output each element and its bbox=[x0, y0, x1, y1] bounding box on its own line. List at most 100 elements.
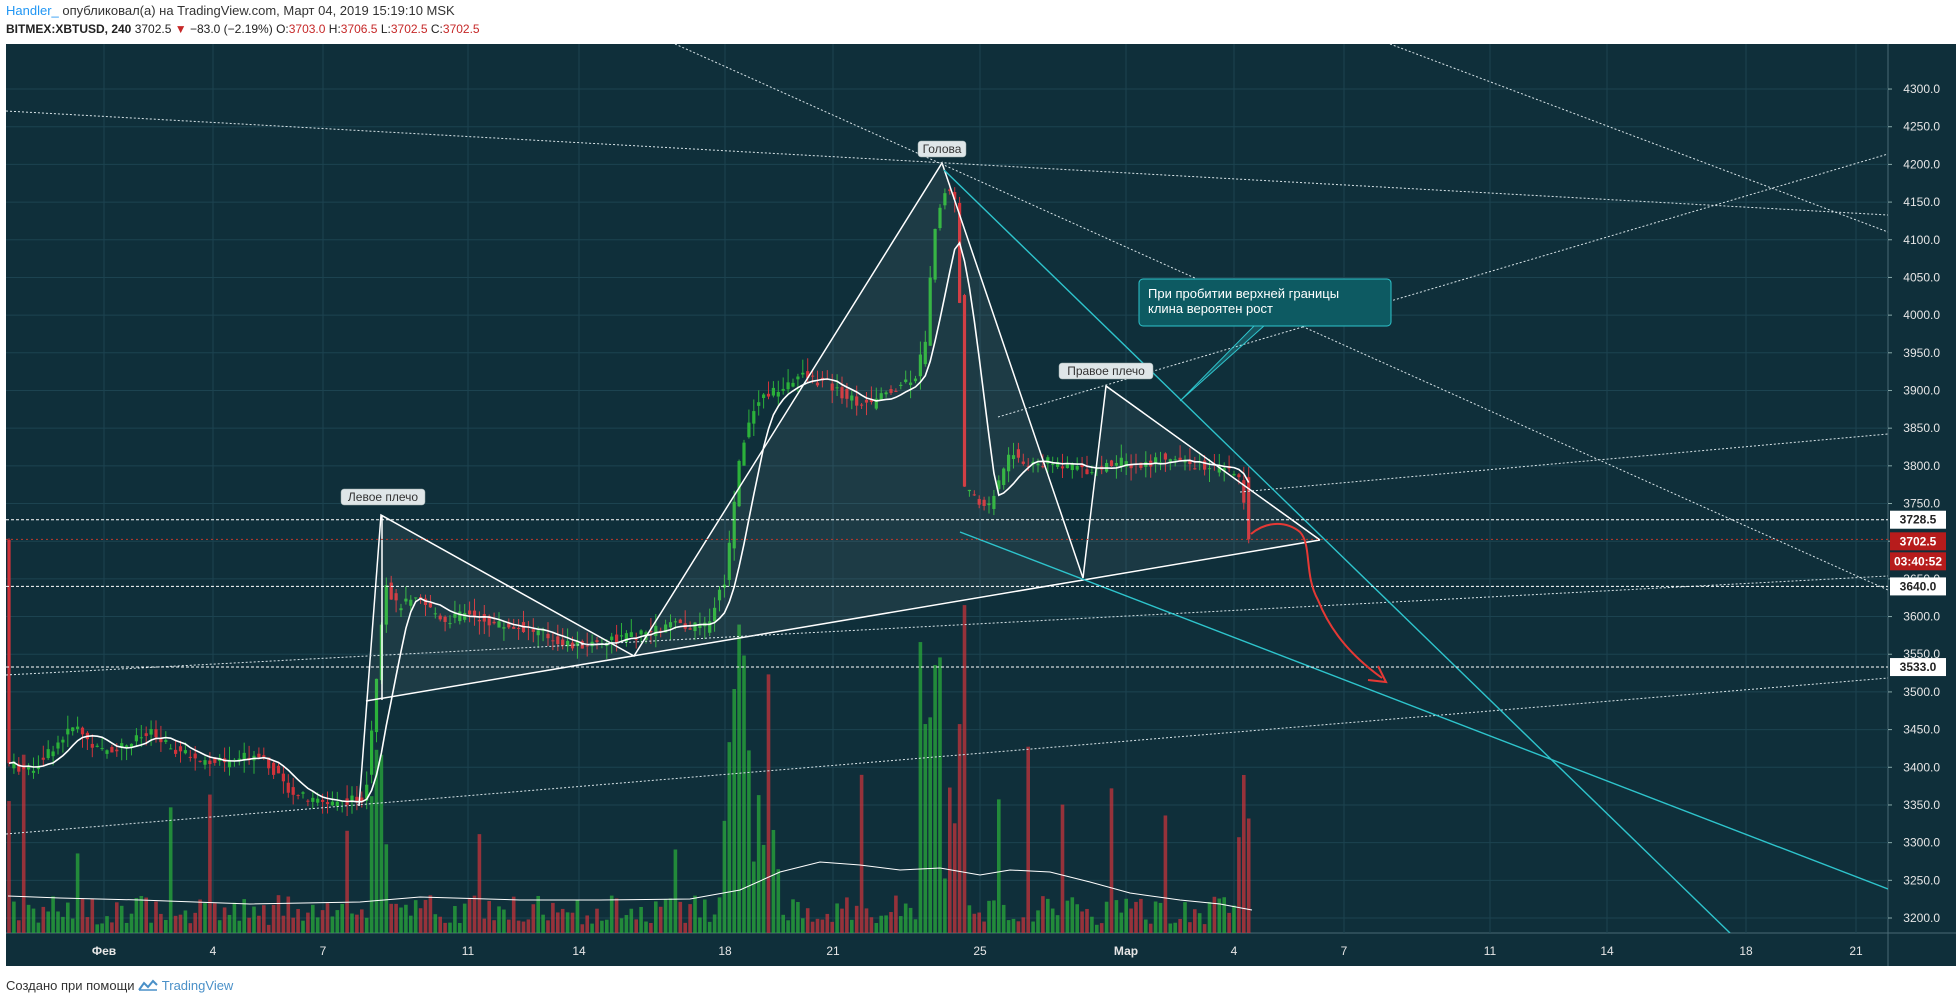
left-shoulder-label: Левое плечо bbox=[340, 488, 426, 506]
volume-bar bbox=[918, 642, 923, 933]
candle-body bbox=[389, 582, 393, 600]
candle-body bbox=[884, 392, 888, 395]
volume-bar bbox=[698, 917, 702, 933]
candle-body bbox=[575, 641, 579, 647]
volume-bar bbox=[1163, 815, 1168, 933]
candle-body bbox=[987, 503, 991, 506]
volume-bar bbox=[791, 899, 795, 933]
candle-body bbox=[1168, 459, 1172, 463]
volume-bar bbox=[1046, 898, 1050, 933]
candle-body bbox=[325, 802, 330, 805]
volume-bar bbox=[1124, 898, 1128, 933]
price-tag-countdown-text: 03:40:52 bbox=[1894, 554, 1942, 568]
candle-body bbox=[943, 193, 947, 206]
volume-bar bbox=[423, 899, 428, 933]
candle-body bbox=[967, 489, 971, 492]
volume-bar bbox=[291, 917, 295, 933]
volume-bar bbox=[56, 911, 60, 933]
head-label-box bbox=[917, 140, 967, 158]
volume-bar bbox=[869, 917, 874, 933]
time-tick-label: 4 bbox=[1231, 944, 1238, 958]
candle-body bbox=[1021, 461, 1025, 464]
close-value: 3702.5 bbox=[442, 22, 480, 36]
candle-body bbox=[566, 640, 570, 647]
volume-bar bbox=[438, 916, 442, 933]
volume-bar bbox=[149, 922, 153, 933]
volume-bar bbox=[462, 903, 467, 933]
tradingview-logo-icon bbox=[138, 979, 158, 991]
price-tag-countdown-bg bbox=[1890, 552, 1946, 571]
volume-bar bbox=[281, 915, 286, 933]
volume-bar bbox=[1227, 912, 1231, 933]
volume-bar bbox=[1168, 923, 1173, 933]
volume-bar bbox=[26, 904, 31, 933]
time-tick-label: 11 bbox=[462, 944, 475, 958]
candle-body bbox=[262, 755, 266, 758]
candle-body bbox=[213, 758, 217, 763]
candle-body bbox=[178, 746, 183, 752]
volume-bar bbox=[458, 923, 462, 933]
candle-body bbox=[1124, 461, 1128, 467]
volume-bar bbox=[394, 903, 398, 933]
volume-bar bbox=[801, 918, 805, 933]
volume-bar bbox=[1006, 920, 1011, 933]
tradingview-link[interactable]: TradingView bbox=[161, 978, 234, 993]
volume-bar bbox=[781, 914, 785, 933]
volume-bar bbox=[756, 795, 761, 933]
candle-body bbox=[61, 739, 65, 743]
candle-body bbox=[791, 382, 795, 387]
candle-body bbox=[889, 389, 893, 393]
volume-bar bbox=[609, 895, 614, 933]
volume-bar bbox=[864, 908, 869, 933]
candle-body bbox=[757, 402, 761, 406]
volume-bar bbox=[634, 919, 638, 933]
candle-body bbox=[1056, 461, 1060, 467]
volume-bar bbox=[673, 849, 678, 933]
candle-body bbox=[350, 795, 354, 802]
candle-body bbox=[472, 610, 477, 616]
candle-body bbox=[41, 757, 45, 760]
candle-body bbox=[188, 756, 192, 758]
volume-bar bbox=[413, 900, 418, 933]
candle-body bbox=[46, 749, 50, 759]
candle-body bbox=[291, 787, 295, 795]
candle-body bbox=[154, 729, 158, 738]
candle-body bbox=[125, 745, 129, 749]
candle-body bbox=[659, 630, 663, 632]
candle-body bbox=[830, 383, 834, 391]
price-tag-level-3: 3533.0 bbox=[1890, 658, 1946, 677]
price-tick-label: 3850.0 bbox=[1903, 421, 1940, 435]
volume-bar bbox=[95, 924, 99, 933]
author-link[interactable]: Handler_ bbox=[6, 3, 59, 18]
publish-info: Handler_ опубликовал(а) на TradingView.c… bbox=[6, 2, 480, 20]
last-price: 3702.5 bbox=[134, 22, 172, 36]
candle-body bbox=[502, 627, 506, 629]
candle-body bbox=[286, 782, 290, 793]
candle-body bbox=[771, 387, 775, 396]
candle-body bbox=[1203, 460, 1207, 470]
symbol-label[interactable]: BITMEX:XBTUSD, 240 bbox=[6, 22, 132, 36]
volume-bar bbox=[825, 913, 830, 933]
price-tick-label: 3500.0 bbox=[1903, 685, 1940, 699]
head-label: Голова bbox=[917, 140, 967, 158]
volume-bar bbox=[247, 917, 251, 933]
candle-body bbox=[713, 607, 717, 622]
callout-text-line2: клина вероятен рост bbox=[1148, 301, 1273, 316]
candle-body bbox=[1011, 455, 1016, 460]
volume-bar bbox=[1212, 896, 1217, 933]
volume-bar bbox=[556, 912, 560, 933]
volume-bar bbox=[7, 801, 11, 933]
volume-bar bbox=[1242, 774, 1246, 933]
candle-body bbox=[272, 762, 276, 775]
volume-bar bbox=[1193, 909, 1197, 933]
created-with-text: Создано при помощи bbox=[6, 978, 135, 993]
volume-bar bbox=[482, 918, 487, 933]
volume-bar bbox=[364, 917, 369, 933]
price-tick-label: 4250.0 bbox=[1903, 120, 1940, 134]
volume-bar bbox=[884, 915, 888, 933]
volume-bar bbox=[301, 920, 305, 933]
candle-body bbox=[894, 390, 898, 392]
candle-body bbox=[468, 610, 472, 615]
